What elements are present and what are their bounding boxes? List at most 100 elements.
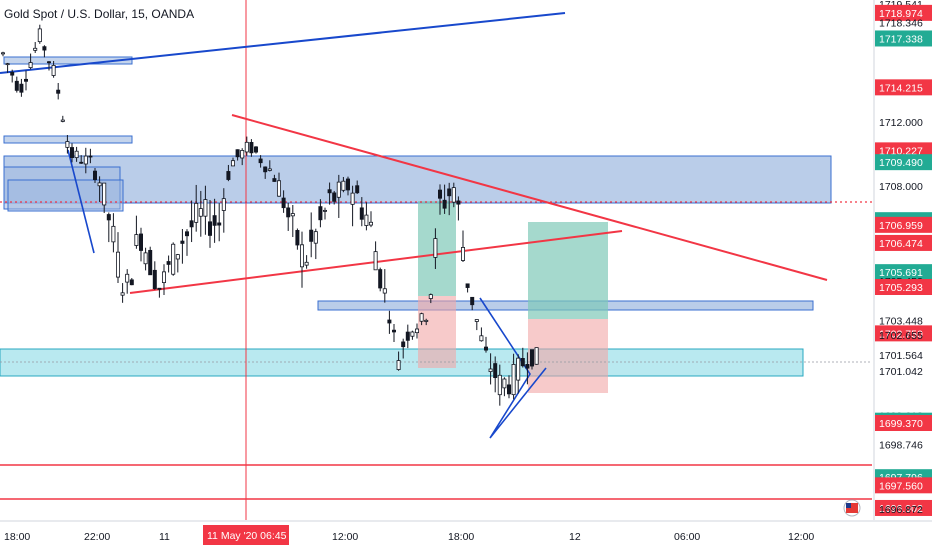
- candle-body: [520, 358, 525, 367]
- price-axis-label: 1705.691: [879, 267, 923, 279]
- candle-body: [350, 192, 355, 205]
- time-axis-label: 18:00: [448, 531, 474, 543]
- candle-body: [189, 220, 194, 228]
- candle-body: [332, 192, 337, 202]
- price-badge: [875, 216, 932, 233]
- candle-body: [0, 52, 6, 55]
- candle-body: [60, 119, 65, 122]
- price-axis-label: 1696.902: [879, 503, 923, 515]
- candle-body: [318, 206, 323, 221]
- price-badge: [875, 234, 932, 251]
- candle-body: [341, 180, 346, 191]
- candle-body: [203, 199, 208, 217]
- candle-body: [410, 331, 415, 337]
- candle-body: [79, 161, 84, 164]
- candles-group: [0, 24, 539, 406]
- candle-body: [451, 187, 456, 203]
- chart-title: Gold Spot / U.S. Dollar, 15, OANDA: [4, 7, 195, 21]
- candle-body: [313, 231, 318, 244]
- candle-body: [493, 363, 498, 379]
- price-axis-label: 1712.000: [879, 117, 923, 129]
- candle-body: [405, 331, 410, 341]
- candle-body: [437, 189, 442, 199]
- time-axis-label: 12: [569, 531, 581, 543]
- candle-body: [442, 199, 447, 209]
- candle-body: [129, 279, 134, 286]
- price-badge: [875, 4, 932, 21]
- candle-body: [240, 150, 245, 159]
- candle-body: [88, 155, 93, 158]
- candle-body: [497, 374, 502, 396]
- candle-body: [290, 213, 295, 217]
- candle-body: [263, 166, 268, 173]
- candle-body: [148, 249, 153, 276]
- candle-body: [175, 254, 180, 260]
- candle-body: [74, 150, 79, 159]
- candle-body: [295, 230, 300, 246]
- candle-body: [93, 170, 98, 181]
- position-1-stop: [418, 296, 456, 368]
- candle-body: [161, 271, 166, 283]
- time-axis-label: 22:00: [84, 531, 110, 543]
- candle-body: [433, 238, 438, 258]
- flag-icon-stripes: [846, 503, 858, 513]
- price-axis-label: 1717.338: [879, 33, 923, 45]
- candle-body: [19, 83, 24, 93]
- candle-body: [70, 147, 75, 159]
- candle-body: [474, 319, 479, 322]
- candle-body: [479, 335, 484, 342]
- demand-zone-lower: [0, 348, 804, 377]
- candle-body: [253, 146, 258, 153]
- candle-body: [180, 240, 185, 244]
- candle-body: [387, 319, 392, 324]
- candle-body: [267, 168, 272, 171]
- crosshair-time-badge: [203, 525, 289, 545]
- price-axis-label: 1702.655: [879, 330, 923, 342]
- price-badge: [875, 154, 932, 171]
- candle-body: [401, 341, 406, 348]
- zone-top-left: [3, 56, 133, 65]
- price-axis-label: 1718.346: [879, 18, 923, 30]
- candle-body: [516, 357, 521, 381]
- candle-body: [299, 244, 304, 268]
- candle-body: [506, 384, 511, 395]
- candle-body: [309, 229, 314, 242]
- candle-body: [525, 364, 530, 369]
- candle-body: [483, 346, 488, 351]
- candle-body: [530, 349, 535, 367]
- crosshair-time-label: 11 May '20 06:45: [207, 530, 287, 542]
- price-axis-label: 1706.474: [879, 238, 923, 250]
- candle-body: [488, 368, 493, 373]
- candle-body: [258, 158, 263, 164]
- candle-body: [244, 141, 249, 153]
- candle-body: [345, 178, 350, 191]
- price-axis-label: 1699.370: [879, 418, 923, 430]
- candle-body: [368, 221, 373, 226]
- candle-body: [5, 63, 10, 66]
- candle-body: [414, 328, 419, 334]
- candle-body: [382, 288, 387, 294]
- candle-body: [97, 182, 102, 187]
- candle-body: [33, 47, 38, 51]
- candle-body: [102, 182, 107, 206]
- candle-body: [23, 78, 28, 82]
- price-axis-label: 1708.000: [879, 181, 923, 193]
- candle-body: [391, 329, 396, 333]
- price-axis-label: 1701.042: [879, 366, 923, 378]
- price-axis-label: 1703.448: [879, 316, 923, 328]
- candle-body: [65, 141, 70, 148]
- candle-body: [47, 61, 52, 64]
- candle-body: [116, 251, 121, 278]
- price-axis-label: 1701.564: [879, 350, 923, 362]
- price-axis-label: 1709.490: [879, 157, 923, 169]
- price-badge: [875, 325, 932, 342]
- time-axis-label: 12:00: [332, 531, 358, 543]
- candle-body: [424, 319, 429, 322]
- candle-body: [511, 364, 516, 396]
- candle-body: [28, 62, 33, 69]
- candle-body: [120, 292, 125, 296]
- candle-body: [14, 80, 19, 91]
- candle-body: [221, 198, 226, 211]
